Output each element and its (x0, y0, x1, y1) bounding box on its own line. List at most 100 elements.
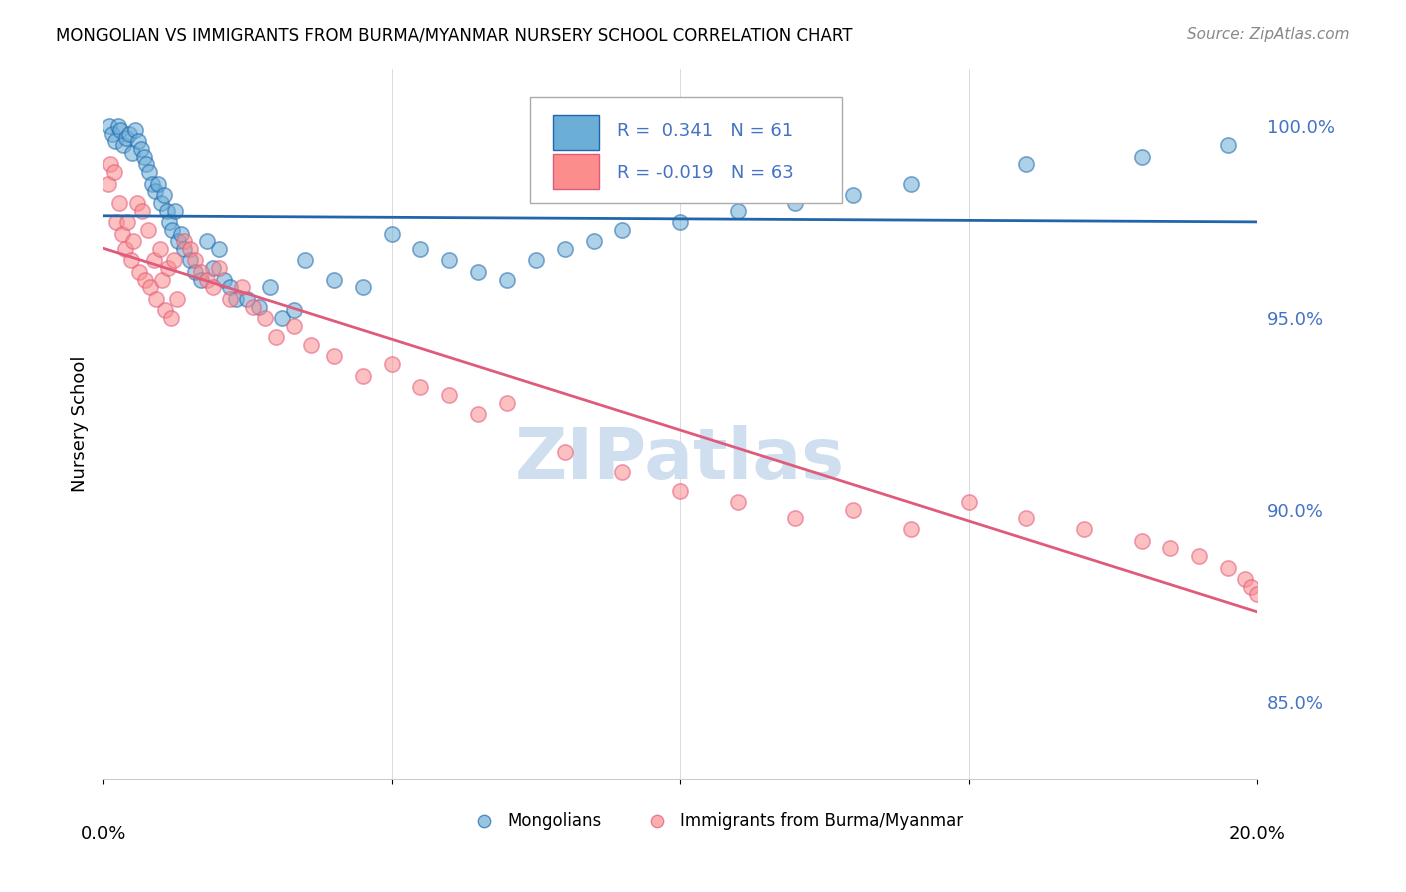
Point (124, 123, 146, 137)
Point (156, 261, 179, 276)
Point (381, 227, 404, 241)
Point (136, 223, 159, 237)
Point (138, 165, 160, 179)
Point (149, 242, 172, 256)
FancyBboxPatch shape (553, 153, 599, 189)
Point (1188, 549, 1211, 563)
Point (496, 273, 519, 287)
Point (162, 223, 184, 237)
Point (1130, 533, 1153, 548)
Y-axis label: Nursery School: Nursery School (72, 355, 89, 491)
Point (271, 311, 294, 326)
Point (467, 265, 489, 279)
Point (842, 188, 865, 202)
Point (122, 234, 145, 248)
Point (439, 388, 461, 402)
Point (104, 215, 127, 229)
Point (1234, 572, 1257, 586)
Point (496, 395, 519, 409)
Point (162, 253, 184, 268)
Point (120, 253, 142, 268)
Point (184, 265, 207, 279)
Point (582, 234, 605, 248)
Point (129, 142, 152, 156)
Point (842, 503, 865, 517)
Point (132, 150, 155, 164)
Point (1218, 560, 1240, 574)
Point (128, 265, 150, 279)
Point (160, 311, 183, 326)
Point (121, 146, 143, 161)
Point (166, 292, 188, 306)
Point (352, 280, 374, 294)
Point (225, 292, 247, 306)
Point (669, 483, 692, 498)
Point (107, 119, 129, 133)
Point (554, 445, 576, 459)
Point (195, 273, 218, 287)
Point (299, 338, 322, 352)
Point (264, 330, 287, 344)
Point (727, 203, 749, 218)
Point (1015, 510, 1038, 524)
Point (118, 127, 141, 141)
Point (381, 357, 404, 371)
Point (253, 311, 276, 326)
Point (179, 253, 201, 268)
Point (322, 273, 344, 287)
Text: 20.0%: 20.0% (1229, 825, 1285, 843)
Point (155, 203, 177, 218)
Point (145, 292, 167, 306)
Point (214, 273, 236, 287)
Point (554, 242, 576, 256)
Point (900, 177, 922, 191)
Point (146, 177, 169, 191)
Point (101, 127, 124, 141)
Point (110, 123, 132, 137)
FancyBboxPatch shape (530, 97, 842, 203)
Point (231, 280, 253, 294)
Point (322, 350, 344, 364)
Point (97, 177, 120, 191)
Point (143, 185, 166, 199)
Point (1159, 541, 1181, 556)
Point (1218, 138, 1240, 153)
Point (173, 234, 195, 248)
Point (195, 234, 218, 248)
Point (1246, 587, 1268, 601)
Point (236, 292, 259, 306)
Text: Immigrants from Burma/Myanmar: Immigrants from Burma/Myanmar (681, 813, 963, 830)
Text: R = -0.019   N = 63: R = -0.019 N = 63 (617, 164, 793, 182)
Point (1073, 522, 1095, 536)
Point (259, 280, 281, 294)
Point (155, 303, 177, 318)
Point (524, 253, 547, 268)
Point (117, 215, 139, 229)
Point (283, 318, 305, 333)
Point (785, 195, 807, 210)
Point (352, 368, 374, 383)
Point (190, 273, 212, 287)
Point (139, 280, 162, 294)
Point (201, 280, 224, 294)
Point (103, 165, 125, 179)
Point (207, 242, 229, 256)
Point (167, 234, 190, 248)
Point (159, 215, 181, 229)
Point (294, 253, 316, 268)
Point (173, 242, 195, 256)
Point (409, 242, 432, 256)
Point (179, 242, 201, 256)
Point (149, 195, 172, 210)
Point (112, 138, 135, 153)
Text: 0.0%: 0.0% (80, 825, 125, 843)
Text: ZIPatlas: ZIPatlas (515, 425, 845, 493)
Point (900, 522, 922, 536)
Point (957, 495, 980, 509)
Point (114, 242, 136, 256)
Point (165, 203, 187, 218)
Point (115, 130, 138, 145)
Point (727, 495, 749, 509)
Point (409, 380, 432, 394)
Point (152, 188, 174, 202)
